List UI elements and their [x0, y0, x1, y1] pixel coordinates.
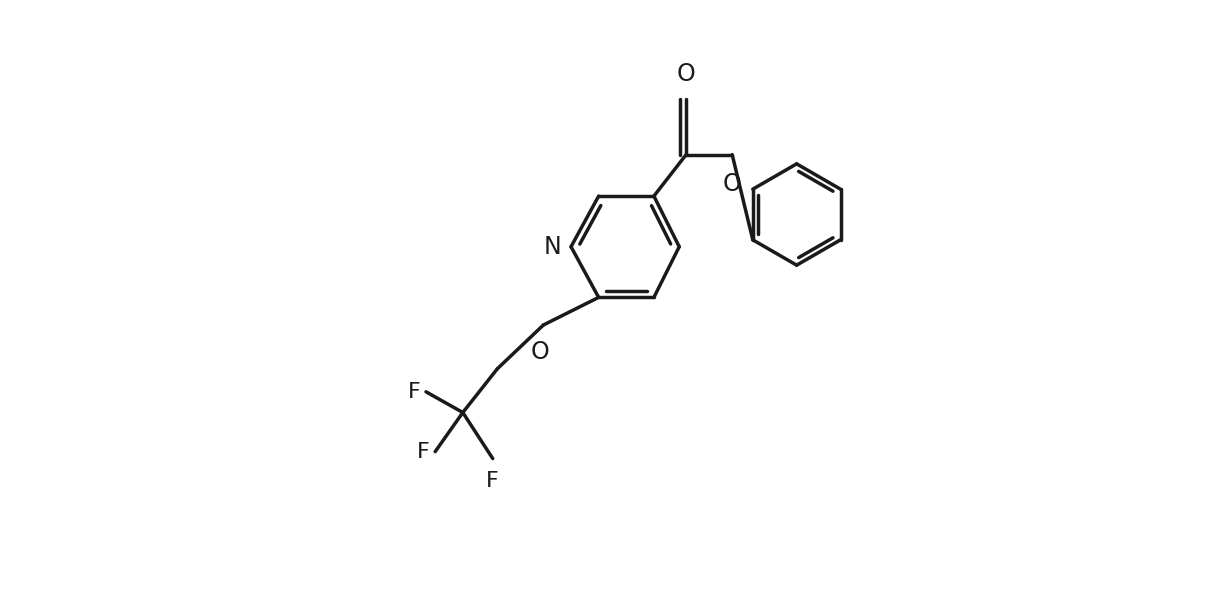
Text: F: F: [408, 382, 420, 402]
Text: F: F: [486, 471, 499, 492]
Text: O: O: [530, 340, 549, 364]
Text: N: N: [544, 235, 562, 259]
Text: O: O: [677, 62, 695, 86]
Text: O: O: [722, 172, 742, 196]
Text: F: F: [417, 442, 430, 462]
